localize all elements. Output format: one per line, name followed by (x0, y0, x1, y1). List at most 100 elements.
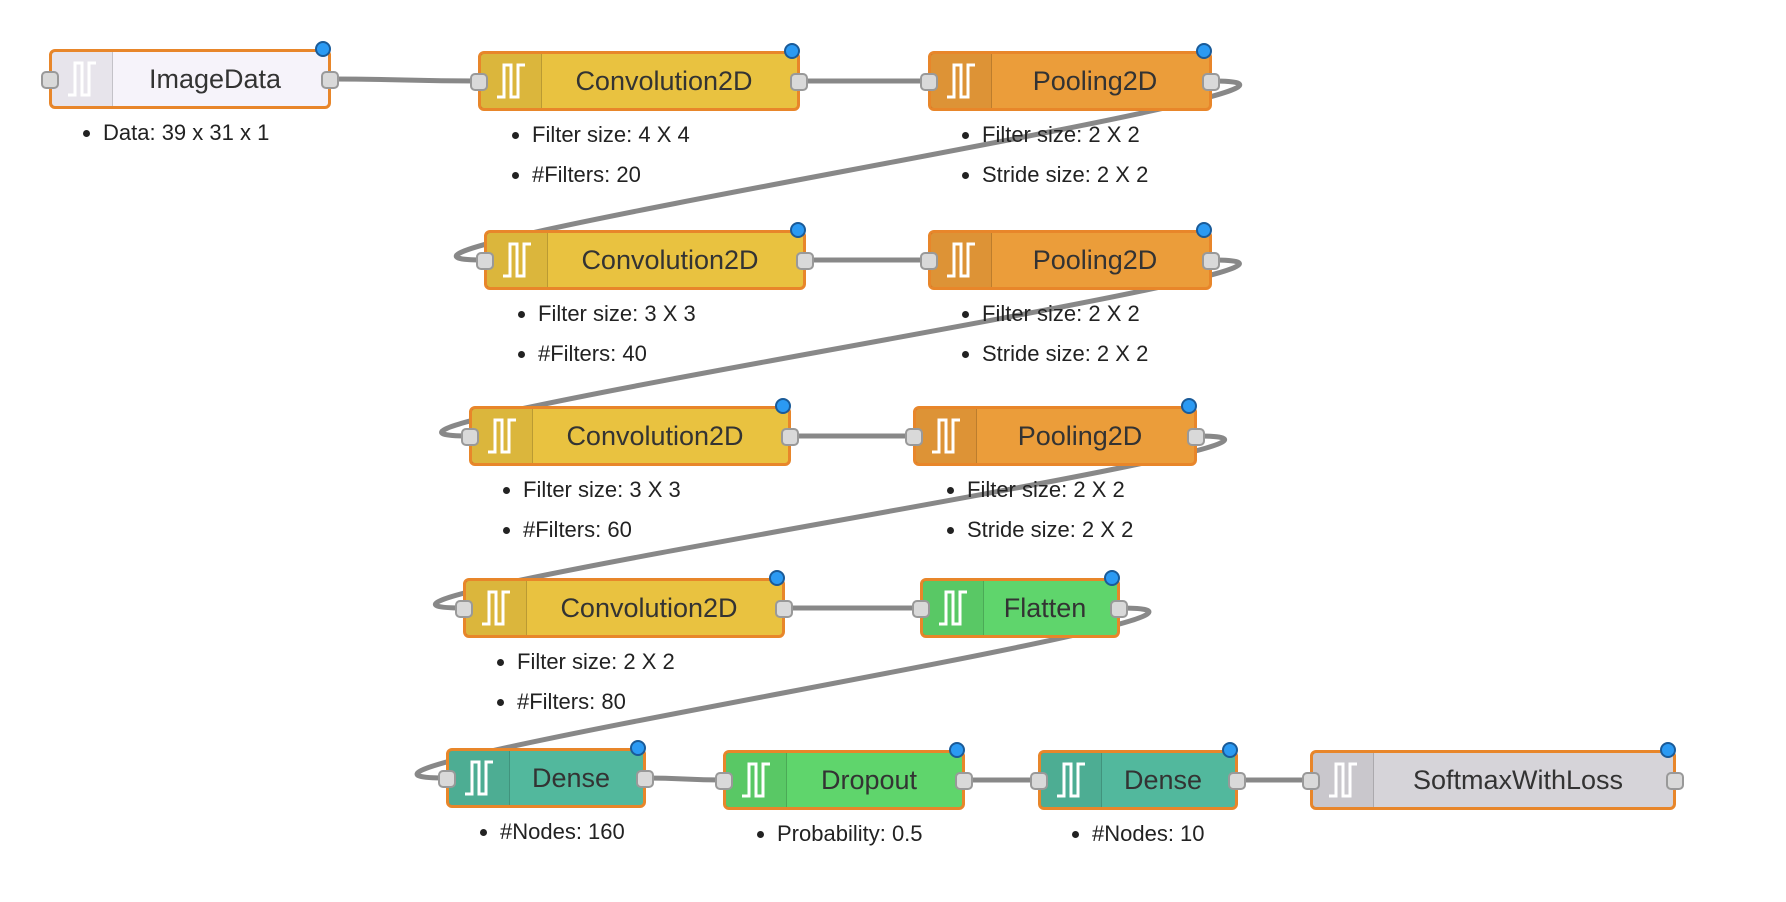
input-port[interactable] (920, 252, 938, 270)
output-port[interactable] (1202, 73, 1220, 91)
property-item: Probability: 0.5 (777, 814, 923, 854)
node-label: Dense (531, 762, 611, 793)
node-conv-4[interactable]: Convolution2D (455, 570, 793, 638)
pulse-wave-icon (472, 409, 533, 463)
input-port[interactable] (715, 772, 733, 790)
node-pool-1[interactable]: Pooling2D (920, 43, 1220, 111)
node-label: Dense (1123, 764, 1203, 795)
output-port[interactable] (781, 428, 799, 446)
output-port[interactable] (636, 770, 654, 788)
node-conv-3[interactable]: Convolution2D (461, 398, 799, 466)
status-indicator (949, 742, 965, 758)
property-item: #Nodes: 10 (1092, 814, 1205, 854)
node-properties: Probability: 0.5 (729, 814, 923, 854)
pulse-wave-icon (931, 233, 992, 287)
pulse-wave-icon (466, 581, 527, 635)
property-item: #Filters: 60 (523, 510, 681, 550)
node-properties: #Nodes: 160 (452, 812, 625, 852)
pulse-wave-icon (487, 233, 548, 287)
wire-dense-1-to-dropout[interactable] (643, 775, 726, 783)
node-softmax[interactable]: SoftmaxWithLoss (1302, 742, 1684, 810)
wire-pool-2-to-conv-3[interactable] (439, 257, 1242, 439)
node-properties: Filter size: 3 X 3#Filters: 40 (490, 294, 696, 374)
property-item: #Filters: 20 (532, 155, 690, 195)
output-port[interactable] (1666, 772, 1684, 790)
pulse-wave-icon (1313, 753, 1374, 807)
property-item: Filter size: 2 X 2 (982, 294, 1148, 334)
property-item: Filter size: 4 X 4 (532, 115, 690, 155)
node-label: Convolution2D (575, 65, 753, 96)
pulse-wave-icon (931, 54, 992, 108)
node-properties: Filter size: 2 X 2Stride size: 2 X 2 (919, 470, 1133, 550)
property-item: Filter size: 3 X 3 (523, 470, 681, 510)
pulse-wave-icon (726, 753, 787, 807)
node-label: Convolution2D (566, 420, 744, 451)
pulse-wave-icon (481, 54, 542, 108)
input-port[interactable] (455, 600, 473, 618)
node-flatten[interactable]: Flatten (912, 570, 1128, 638)
node-label: Pooling2D (1032, 244, 1158, 275)
node-label: Pooling2D (1017, 420, 1143, 451)
input-port[interactable] (1030, 772, 1048, 790)
node-conv-2[interactable]: Convolution2D (476, 222, 814, 290)
status-indicator (1222, 742, 1238, 758)
node-label: Convolution2D (581, 244, 759, 275)
output-port[interactable] (796, 252, 814, 270)
property-item: #Nodes: 160 (500, 812, 625, 852)
status-indicator (1104, 570, 1120, 586)
node-conv-1[interactable]: Convolution2D (470, 43, 808, 111)
property-item: #Filters: 40 (538, 334, 696, 374)
status-indicator (1660, 742, 1676, 758)
input-port[interactable] (1302, 772, 1320, 790)
node-label: Pooling2D (1032, 65, 1158, 96)
node-image-data[interactable]: ImageData (41, 41, 339, 109)
pulse-wave-icon (1041, 753, 1102, 807)
output-port[interactable] (955, 772, 973, 790)
output-port[interactable] (1202, 252, 1220, 270)
node-dense-1[interactable]: Dense (438, 740, 654, 808)
status-indicator (1196, 222, 1212, 238)
output-port[interactable] (775, 600, 793, 618)
property-item: Stride size: 2 X 2 (967, 510, 1133, 550)
output-port[interactable] (321, 71, 339, 89)
status-indicator (790, 222, 806, 238)
wire-image-data-to-conv-1[interactable] (328, 76, 481, 84)
status-indicator (315, 41, 331, 57)
property-item: #Filters: 80 (517, 682, 675, 722)
input-port[interactable] (905, 428, 923, 446)
status-indicator (630, 740, 646, 756)
input-port[interactable] (461, 428, 479, 446)
property-item: Stride size: 2 X 2 (982, 334, 1148, 374)
property-item: Stride size: 2 X 2 (982, 155, 1148, 195)
node-label: ImageData (148, 63, 282, 94)
property-item: Filter size: 2 X 2 (517, 642, 675, 682)
input-port[interactable] (438, 770, 456, 788)
status-indicator (784, 43, 800, 59)
input-port[interactable] (912, 600, 930, 618)
input-port[interactable] (476, 252, 494, 270)
node-label: Dropout (820, 764, 918, 795)
pulse-wave-icon (916, 409, 977, 463)
node-properties: Filter size: 2 X 2#Filters: 80 (469, 642, 675, 722)
input-port[interactable] (920, 73, 938, 91)
node-properties: Filter size: 4 X 4#Filters: 20 (484, 115, 690, 195)
output-port[interactable] (790, 73, 808, 91)
node-pool-2[interactable]: Pooling2D (920, 222, 1220, 290)
pulse-wave-icon (52, 52, 113, 106)
node-label: SoftmaxWithLoss (1412, 764, 1624, 795)
node-pool-3[interactable]: Pooling2D (905, 398, 1205, 466)
node-dense-2[interactable]: Dense (1030, 742, 1246, 810)
input-port[interactable] (470, 73, 488, 91)
output-port[interactable] (1228, 772, 1246, 790)
node-label: Flatten (1003, 592, 1087, 623)
node-properties: Filter size: 2 X 2Stride size: 2 X 2 (934, 115, 1148, 195)
wire-flatten-to-dense-1[interactable] (414, 605, 1152, 781)
property-item: Filter size: 2 X 2 (967, 470, 1133, 510)
wire-pool-3-to-conv-4[interactable] (433, 433, 1227, 611)
wire-pool-1-to-conv-2[interactable] (454, 78, 1242, 263)
input-port[interactable] (41, 71, 59, 89)
node-dropout[interactable]: Dropout (715, 742, 973, 810)
output-port[interactable] (1110, 600, 1128, 618)
output-port[interactable] (1187, 428, 1205, 446)
